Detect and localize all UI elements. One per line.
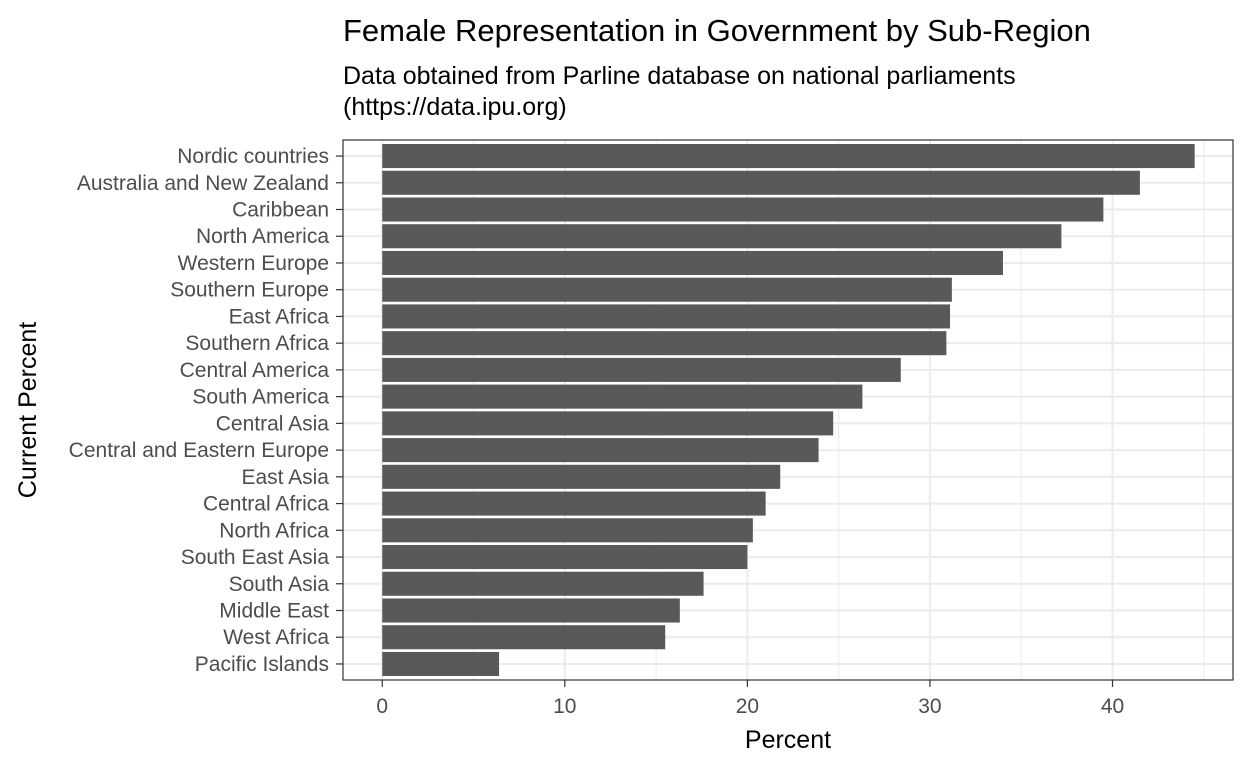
y-tick-label: Central America — [180, 359, 330, 382]
bar — [382, 411, 834, 436]
y-tick-label: Caribbean — [232, 199, 329, 222]
chart-subtitle-line-1: Data obtained from Parline database on n… — [343, 62, 1016, 90]
x-tick-label: 40 — [1101, 695, 1124, 718]
y-tick-label: East Africa — [229, 305, 330, 328]
bar — [382, 518, 753, 543]
bar — [382, 197, 1104, 222]
bar — [382, 384, 863, 409]
y-tick-label: Western Europe — [178, 252, 329, 275]
bar — [382, 438, 819, 463]
bar — [382, 651, 500, 676]
bar — [382, 277, 952, 302]
bar — [382, 357, 901, 382]
bar — [382, 224, 1062, 249]
bar — [382, 598, 680, 623]
bar — [382, 571, 704, 596]
y-tick-label: West Africa — [223, 626, 329, 649]
bar — [382, 170, 1140, 195]
x-axis-title: Percent — [745, 726, 831, 754]
x-tick-label: 20 — [736, 695, 759, 718]
y-tick-label: North Africa — [219, 519, 329, 542]
y-tick-label: South Asia — [229, 573, 330, 596]
bar — [382, 331, 947, 356]
bar — [382, 491, 766, 516]
y-tick-label: South East Asia — [181, 546, 330, 569]
y-tick-label: Australia and New Zealand — [77, 172, 329, 195]
y-tick-label: Central Africa — [203, 493, 329, 516]
y-axis: Nordic countries Australia and New Zealan… — [69, 145, 343, 676]
y-tick-label: Middle East — [219, 599, 329, 622]
chart-subtitle-line-2: (https://data.ipu.org) — [343, 93, 567, 121]
bar — [382, 304, 951, 329]
y-tick-label: Southern Europe — [170, 279, 329, 302]
bar — [382, 545, 748, 570]
y-tick-label: Central and Eastern Europe — [69, 439, 329, 462]
x-tick-label: 10 — [553, 695, 576, 718]
bar — [382, 144, 1195, 169]
chart-title: Female Representation in Government by S… — [343, 13, 1091, 48]
y-tick-label: Central Asia — [216, 412, 330, 435]
y-tick-label: East Asia — [241, 466, 329, 489]
y-tick-label: Southern Africa — [185, 332, 329, 355]
bar — [382, 625, 666, 650]
y-tick-label: South America — [192, 386, 329, 409]
y-tick-label: North America — [196, 225, 329, 248]
x-axis: 0 10 20 30 40 — [376, 680, 1124, 718]
y-tick-label: Nordic countries — [177, 145, 329, 168]
x-tick-label: 0 — [376, 695, 388, 718]
bars — [382, 144, 1195, 676]
y-tick-label: Pacific Islands — [195, 653, 329, 676]
bar — [382, 464, 781, 489]
panel-border — [342, 139, 1234, 681]
y-axis-title: Current Percent — [14, 322, 42, 499]
bar — [382, 250, 1003, 275]
x-tick-label: 30 — [918, 695, 941, 718]
